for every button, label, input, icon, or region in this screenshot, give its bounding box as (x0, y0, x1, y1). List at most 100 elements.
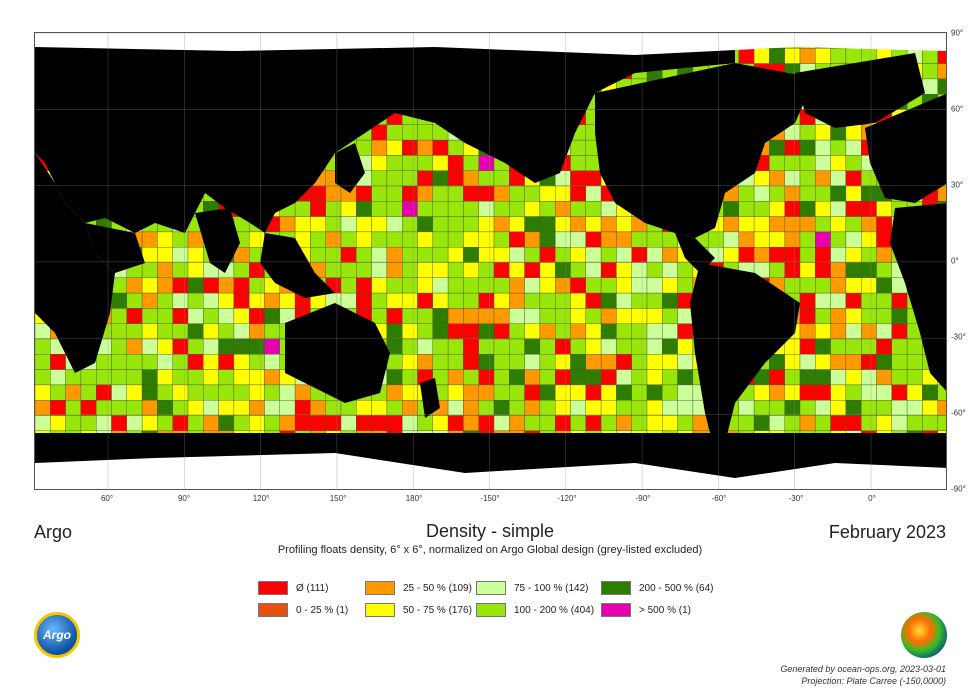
density-cell (157, 292, 173, 309)
density-cell (417, 262, 434, 279)
density-cell (830, 246, 847, 263)
density-cell (830, 415, 847, 432)
density-cell (371, 292, 388, 309)
density-cell (600, 262, 617, 279)
density-cell (830, 155, 847, 171)
density-cell (218, 308, 235, 324)
density-cell (340, 400, 357, 416)
argo-logo-icon: Argo (34, 612, 80, 658)
north-america-land (595, 63, 815, 238)
density-cell (478, 185, 495, 202)
density-cell (310, 231, 326, 248)
density-cell (585, 277, 602, 294)
density-cell (631, 369, 648, 386)
density-cell (539, 185, 556, 202)
density-cell (830, 400, 847, 416)
density-cell (294, 384, 311, 401)
density-cell (891, 354, 908, 370)
density-cell (570, 262, 587, 279)
density-cell (248, 369, 265, 386)
density-cell (784, 277, 801, 294)
density-cell (555, 246, 571, 263)
density-cell (799, 185, 816, 202)
density-cell (662, 384, 678, 401)
density-cell (799, 155, 816, 171)
density-cell (815, 354, 831, 370)
density-cell (631, 308, 648, 324)
density-cell (616, 323, 632, 340)
density-cell (478, 308, 495, 324)
density-cell (861, 400, 877, 416)
density-cell (371, 216, 388, 233)
density-cell (478, 292, 495, 309)
density-cell (815, 400, 831, 416)
density-cell (600, 308, 617, 324)
density-cell (248, 415, 265, 432)
density-cell (585, 369, 602, 386)
density-cell (264, 369, 281, 386)
density-cell (845, 231, 862, 248)
density-cell (555, 277, 571, 294)
density-cell (65, 415, 82, 432)
density-cell (233, 292, 250, 309)
density-cell (172, 384, 189, 401)
density-cell (815, 338, 831, 355)
density-cell (738, 231, 755, 248)
density-cell (386, 185, 403, 202)
density-cell (187, 231, 204, 248)
density-cell (447, 338, 464, 355)
density-cell (631, 231, 648, 248)
density-cell (799, 262, 816, 279)
density-cell (600, 201, 617, 217)
density-cell (417, 292, 434, 309)
density-cell (417, 155, 434, 171)
density-cell (646, 338, 663, 355)
lon-tick-0: 0° (868, 494, 876, 503)
legend: Ø (111) 0 - 25 % (1) 25 - 50 % (109) 50 … (258, 580, 728, 624)
density-cell (799, 170, 816, 187)
density-cell (769, 231, 785, 248)
density-cell (616, 354, 632, 370)
density-cell (432, 216, 449, 233)
density-cell (830, 262, 847, 279)
density-cell (799, 354, 816, 370)
density-cell (585, 170, 602, 187)
density-cell (616, 308, 632, 324)
density-cell (356, 185, 372, 202)
graticule (35, 33, 946, 489)
density-cell (126, 384, 143, 401)
density-cell (662, 338, 678, 355)
density-cell (402, 415, 418, 432)
density-cell (493, 338, 510, 355)
density-cell (585, 400, 602, 416)
density-cell (371, 262, 388, 279)
density-cell (478, 415, 495, 432)
density-cell (478, 338, 495, 355)
density-cell (585, 384, 602, 401)
density-cell (539, 262, 556, 279)
density-cell (555, 231, 571, 248)
density-cell (570, 139, 587, 156)
density-cell (555, 415, 571, 432)
density-cell (386, 292, 403, 309)
density-cell (585, 338, 602, 355)
density-map[interactable] (34, 32, 947, 490)
density-cell (539, 246, 556, 263)
density-cell (524, 384, 541, 401)
density-cell (172, 369, 189, 386)
density-cell (845, 216, 862, 233)
density-cell (478, 170, 495, 187)
density-cell (417, 124, 434, 141)
density-cell (447, 231, 464, 248)
density-cell (524, 354, 541, 370)
density-cell (172, 246, 189, 263)
density-cell (218, 415, 235, 432)
density-cell (248, 384, 265, 401)
density-cell (96, 369, 112, 386)
density-cell (769, 201, 785, 217)
density-cell (386, 354, 403, 370)
density-cell (356, 139, 372, 156)
density-cell (753, 384, 770, 401)
density-cell (845, 246, 862, 263)
africa-land (35, 153, 115, 373)
